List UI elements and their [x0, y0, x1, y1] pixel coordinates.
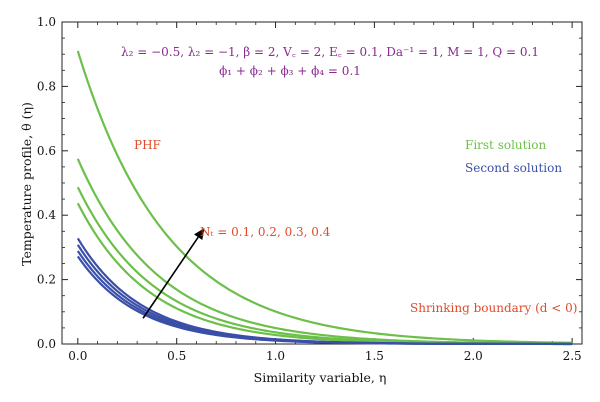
y-tick-label: 0.0 [37, 337, 56, 351]
first-solution-label: First solution [465, 138, 547, 152]
y-tick-label: 0.8 [37, 79, 56, 93]
second-solution-curve-5 [76, 237, 573, 346]
shrinking-boundary-label: Shrinking boundary (d < 0) [410, 301, 577, 315]
x-tick-label: 1.0 [266, 349, 285, 363]
y-tick-label: 1.0 [37, 15, 56, 29]
x-tick-label: 2.0 [464, 349, 483, 363]
x-tick-label: 1.5 [365, 349, 384, 363]
x-tick-label: 2.5 [563, 349, 582, 363]
second-solution-label: Second solution [465, 161, 562, 175]
first-solution-curve-3 [76, 186, 573, 345]
nt-arrow-head [194, 228, 205, 240]
phf-label: PHF [134, 138, 161, 152]
second-solution-curve-7 [76, 250, 573, 346]
series-layer [76, 50, 573, 346]
x-tick-label: 0.0 [68, 349, 87, 363]
second-solution-curve-8 [76, 255, 573, 346]
nt-arrow-shaft [142, 236, 199, 319]
annotation-layer: λ₂ = −0.5, λ₂ = −1, β = 2, V꜀ = 2, E꜀ = … [121, 45, 577, 315]
labels-layer: Similarity variable, η Temperature profi… [19, 102, 386, 385]
x-axis-title: Similarity variable, η [254, 370, 387, 385]
y-tick-label: 0.6 [37, 144, 56, 158]
first-solution-curve-1 [76, 50, 573, 344]
nt-label: Nₜ = 0.1, 0.2, 0.3, 0.4 [200, 225, 331, 239]
y-axis-title: Temperature profile, θ (η) [19, 102, 34, 266]
y-tick-label: 0.2 [37, 273, 56, 287]
x-tick-label: 0.5 [167, 349, 186, 363]
y-tick-label: 0.4 [37, 208, 56, 222]
parameters-line-1: λ₂ = −0.5, λ₂ = −1, β = 2, V꜀ = 2, E꜀ = … [121, 45, 539, 59]
parameters-line-2: ϕ₁ + ϕ₂ + ϕ₃ + ϕ₄ = 0.1 [219, 64, 361, 78]
